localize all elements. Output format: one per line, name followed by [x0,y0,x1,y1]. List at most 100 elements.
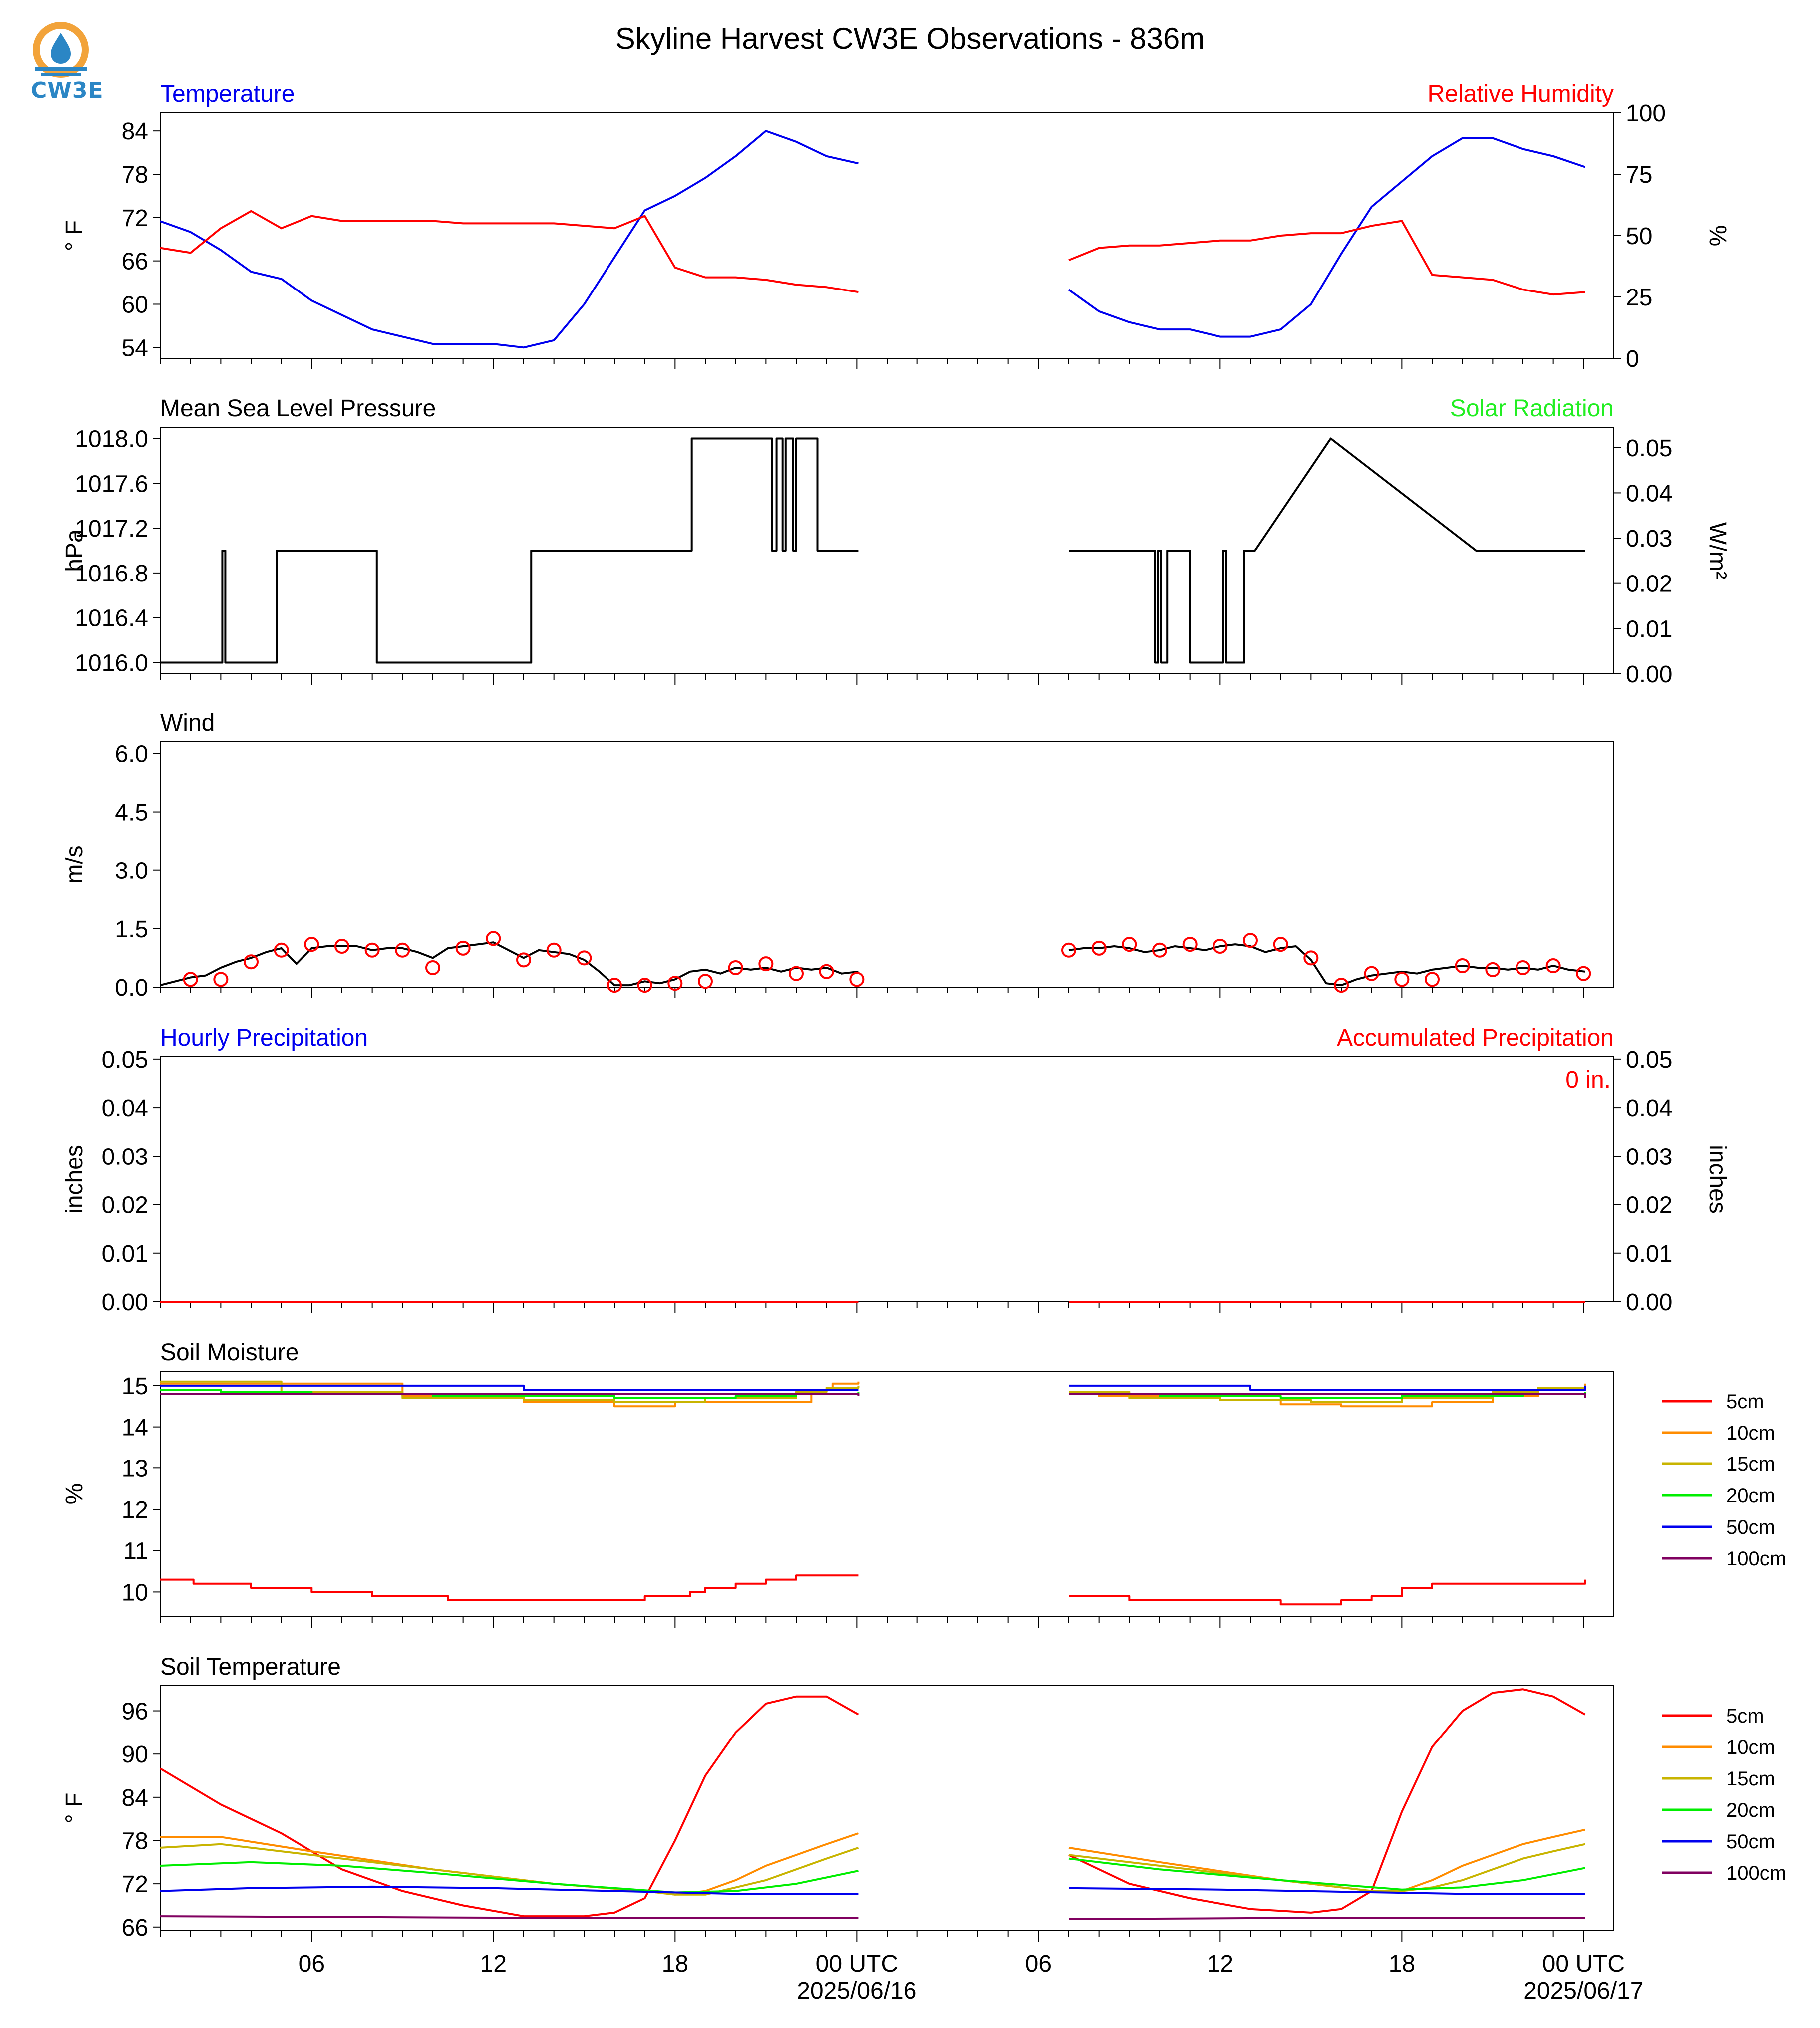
gust-marker [1273,937,1288,952]
gust-marker [1091,940,1107,956]
y-axis-label-left: hPa [61,529,88,572]
series-50cm [160,1885,1585,1895]
y-axis-label-left: m/s [61,845,88,883]
gust-marker [758,956,774,972]
y-tick-label-right: 0.03 [1626,1144,1672,1170]
y-tick-label-left: 96 [122,1699,148,1725]
y-tick-label-left: 0.05 [102,1047,148,1073]
gust-marker [274,942,289,958]
gust-marker [304,937,319,952]
series-relative-humidity [160,210,1585,296]
x-date-label: 2025/06/16 [797,1978,916,2004]
y-tick-label-right: 0.04 [1626,1095,1672,1122]
gust-marker [546,942,562,958]
gust-marker [1576,966,1591,981]
y-tick-label-left: 4.5 [115,800,148,826]
logo-text: CW3E [31,78,104,103]
x-tick-label: 06 [1025,1951,1052,1977]
y-tick-label-right: 0.01 [1626,1241,1672,1267]
gust-marker [728,960,743,975]
gust-marker [607,978,622,993]
gust-marker [364,942,380,958]
x-tick-label: 18 [662,1951,688,1977]
series-50cm [160,1384,1586,1391]
panel-left-title: Soil Temperature [160,1654,341,1680]
legend: 5cm 10cm 15cm 20cm 50cm 100cm [1662,1705,1786,1884]
panel-left-title: Hourly Precipitation [160,1025,368,1051]
gust-marker [789,966,804,981]
y-tick-label-right: 0.02 [1626,1192,1672,1219]
y-axis-label-right: inches [1704,1145,1731,1214]
gust-marker [577,950,592,966]
legend-label: 50cm [1726,1516,1775,1538]
y-tick-label-right: 0.04 [1626,480,1672,507]
y-tick-label-right: 0.00 [1626,661,1672,688]
legend-label: 10cm [1726,1737,1775,1758]
legend-label: 100cm [1726,1548,1786,1570]
y-axis-label-left: % [61,1483,88,1505]
series-100cm [160,1393,1586,1398]
series-temperature [160,130,1586,349]
gust-marker [1152,942,1167,958]
panel-soil_moisture: Soil Moisture 10 11 12 13 14 15% 5cm 10cm 15cm 20c… [61,1339,1786,1628]
series-5cm [159,1688,1586,1918]
y-tick-label-right: 0.05 [1626,435,1672,462]
panel-frame [160,1685,1614,1931]
y-tick-label-left: 1017.2 [75,516,148,542]
y-tick-label-left: 12 [122,1497,148,1523]
y-tick-label-left: 1016.8 [75,561,148,587]
gust-marker [1122,937,1137,952]
gust-marker [1061,942,1076,958]
legend-label: 20cm [1726,1485,1775,1507]
panel-right-title: Solar Radiation [1450,395,1614,422]
series-15cm [160,1843,1585,1896]
y-tick-label-left: 15 [122,1373,148,1400]
panel-frame [160,427,1614,674]
y-tick-label-right: 0.00 [1626,1289,1672,1316]
series-15cm [160,1380,1586,1403]
y-tick-label-left: 14 [122,1415,148,1441]
y-tick-label-right: 75 [1626,162,1652,188]
series-100cm [160,1915,1585,1920]
panel-precip: Hourly Precipitation Accumulated Precipit… [61,1025,1731,1316]
x-tick-label: 00 UTC [1542,1951,1625,1977]
panel-left-title: Soil Moisture [160,1339,299,1366]
gust-marker [1364,966,1379,981]
legend-label: 5cm [1726,1705,1764,1727]
gust-marker [1213,939,1228,954]
legend-label: 5cm [1726,1391,1764,1413]
chart-title: Skyline Harvest CW3E Observations - 836m [615,22,1205,55]
y-tick-label-left: 6.0 [115,741,148,767]
y-tick-label-left: 90 [122,1741,148,1768]
y-tick-label-left: 0.01 [102,1241,148,1267]
gust-marker [1485,962,1501,977]
y-tick-label-right: 25 [1626,285,1652,311]
y-tick-label-left: 78 [122,1828,148,1854]
gust-marker [698,974,713,989]
panel-soil_temperature: Soil Temperature 66 72 78 84 90 96 ° F 06 12 18 00 … [61,1654,1786,2004]
gust-marker [486,931,501,946]
y-tick-label-left: 11 [123,1538,148,1565]
y-axis-label-right: W/m² [1704,522,1731,579]
y-tick-label-left: 72 [122,205,148,232]
series-5cm [160,1574,1586,1606]
panel-temp_rh: Temperature Relative Humidity 54 60 66 72 78 84… [61,81,1731,372]
gust-marker [395,942,410,958]
gust-marker [1394,972,1410,987]
panel-frame [160,112,1614,359]
y-axis-label-left: ° F [61,220,88,251]
series-wind [160,941,1585,987]
y-tick-label-left: 72 [122,1871,148,1898]
gust-marker [1455,958,1470,974]
gust-marker [1425,972,1440,987]
y-tick-label-left: 60 [122,291,148,318]
y-axis-label-left: inches [61,1145,88,1214]
y-tick-label-left: 10 [122,1579,148,1606]
gust-marker [1545,958,1561,974]
legend-label: 10cm [1726,1422,1775,1444]
panel-frame [160,1371,1614,1617]
gust-marker [516,952,531,968]
gust-marker [244,954,259,970]
y-axis-label-right: % [1704,225,1731,247]
y-tick-label-left: 13 [122,1455,148,1482]
